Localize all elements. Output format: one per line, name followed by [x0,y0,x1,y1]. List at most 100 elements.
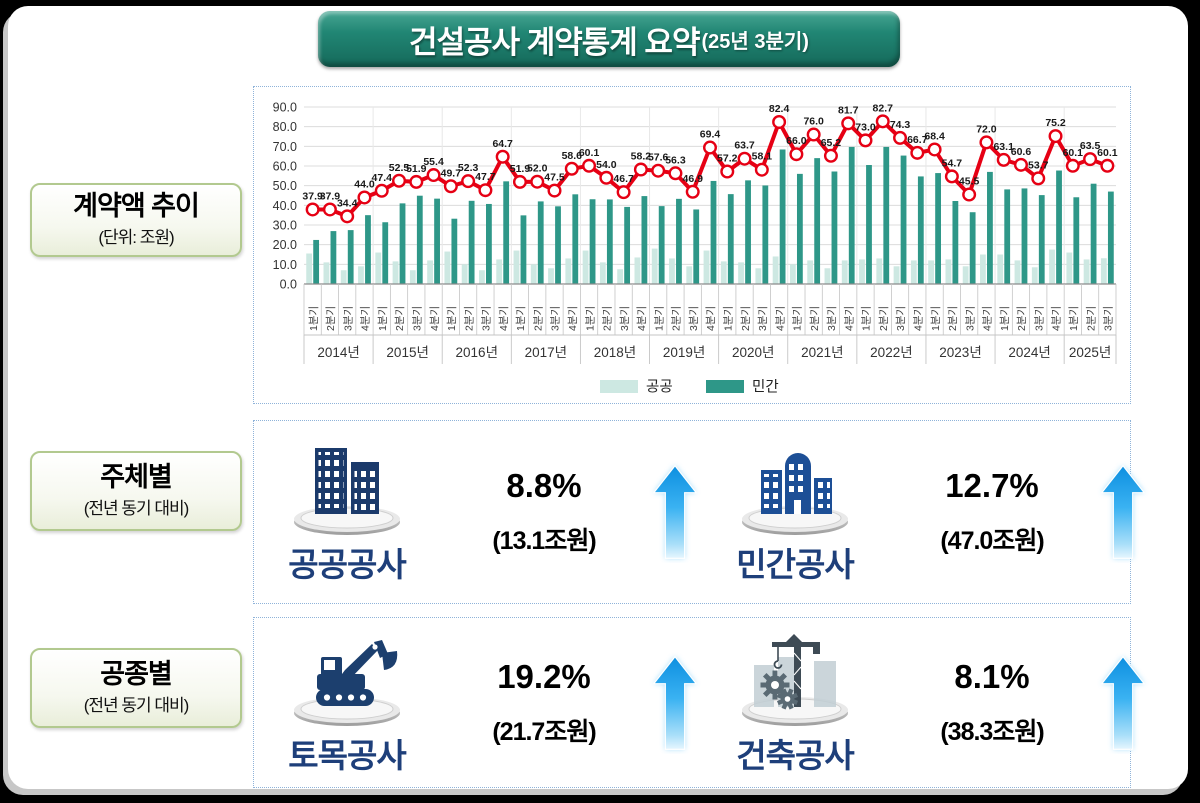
svg-text:4분기: 4분기 [567,306,579,331]
by-subject-panel: 공공공사 8.8% (13.1조원) [253,420,1146,604]
svg-text:1분기: 1분기 [930,306,942,331]
svg-text:58.1: 58.1 [752,151,773,163]
svg-text:1분기: 1분기 [861,306,873,331]
svg-text:4분기: 4분기 [913,306,925,331]
svg-text:2021년: 2021년 [801,345,843,360]
svg-text:2019년: 2019년 [663,345,705,360]
svg-text:4분기: 4분기 [429,306,441,331]
svg-text:20.0: 20.0 [273,238,297,252]
svg-text:3분기: 3분기 [1103,306,1115,331]
svg-text:3분기: 3분기 [895,306,907,331]
svg-text:60.1: 60.1 [579,147,600,159]
svg-text:45.5: 45.5 [959,176,980,188]
svg-text:4분기: 4분기 [705,306,717,331]
svg-text:75.2: 75.2 [1045,117,1066,129]
svg-text:3분기: 3분기 [342,306,354,331]
svg-text:3분기: 3분기 [619,306,631,331]
svg-text:54.0: 54.0 [596,159,617,171]
trend-section-label: 계약액 추이 (단위: 조원) [30,183,242,257]
svg-text:1분기: 1분기 [308,306,320,331]
svg-text:2014년: 2014년 [317,345,359,360]
svg-text:57.6: 57.6 [648,152,669,164]
civil-works-values: 19.2% (21.7조원) [464,658,624,748]
svg-text:58.6: 58.6 [562,150,583,162]
stat-name: 공공공사 [288,546,406,583]
building-works-icon-block: 건축공사 [702,629,888,777]
crane-icon [742,633,848,726]
svg-text:3분기: 3분기 [757,306,769,331]
svg-text:2016년: 2016년 [456,345,498,360]
svg-text:66.7: 66.7 [907,134,928,146]
svg-text:3분기: 3분기 [964,306,976,331]
svg-text:2분기: 2분기 [1016,306,1028,331]
stat-amount: (13.1조원) [492,527,596,555]
stat-percent: 12.7% [945,467,1039,504]
worktype-section-note: (전년 동기 대비) [83,695,190,715]
svg-text:2025년: 2025년 [1069,345,1111,360]
svg-text:3분기: 3분기 [481,306,493,331]
building-works-values: 8.1% (38.3조원) [912,658,1072,748]
svg-text:37.9: 37.9 [320,190,341,202]
svg-text:1분기: 1분기 [792,306,804,331]
svg-text:60.6: 60.6 [1011,146,1032,158]
svg-text:54.7: 54.7 [942,157,963,169]
svg-text:51.9: 51.9 [510,163,531,175]
svg-text:2024년: 2024년 [1008,345,1050,360]
svg-text:1분기: 1분기 [722,306,734,331]
svg-text:3분기: 3분기 [550,306,562,331]
svg-text:60.1: 60.1 [1097,147,1118,159]
public-works-stat: 공공공사 8.8% (13.1조원) [254,438,702,586]
svg-text:4분기: 4분기 [636,306,648,331]
svg-text:66.0: 66.0 [786,135,807,147]
private-buildings-icon [742,453,848,535]
svg-text:1분기: 1분기 [515,306,527,331]
svg-text:73.0: 73.0 [855,121,876,133]
svg-text:63.5: 63.5 [1080,140,1101,152]
svg-text:2분기: 2분기 [325,306,337,331]
svg-text:40.0: 40.0 [273,199,297,213]
worktype-section-title: 공종별 [100,659,173,690]
svg-text:55.4: 55.4 [423,156,444,168]
svg-text:68.4: 68.4 [924,130,945,142]
page-title: 건설공사 계약통계 요약 [409,24,700,60]
worktype-stat-row: 토목공사 19.2% (21.7조원) [254,618,1146,787]
svg-text:2023년: 2023년 [939,345,981,360]
svg-text:10.0: 10.0 [273,258,297,272]
svg-text:56.3: 56.3 [665,154,686,166]
up-arrow-icon [652,655,698,750]
svg-text:60.1: 60.1 [1063,147,1084,159]
svg-text:64.7: 64.7 [492,138,513,150]
svg-text:2분기: 2분기 [1085,306,1097,331]
svg-text:57.2: 57.2 [717,153,738,165]
svg-text:2분기: 2분기 [740,306,752,331]
svg-text:1분기: 1분기 [1068,306,1080,331]
svg-text:69.4: 69.4 [700,129,721,141]
private-works-values: 12.7% (47.0조원) [912,467,1072,557]
svg-text:52.5: 52.5 [389,162,410,174]
trend-section-title: 계약액 추이 [73,191,200,222]
stat-percent: 8.1% [954,657,1030,695]
svg-text:51.9: 51.9 [406,163,427,175]
svg-text:72.0: 72.0 [976,123,997,135]
svg-text:3분기: 3분기 [1033,306,1045,331]
svg-text:30.0: 30.0 [273,219,297,233]
stat-amount: (38.3조원) [940,717,1044,746]
svg-text:49.7: 49.7 [441,167,462,179]
svg-text:3분기: 3분기 [688,306,700,331]
stat-name: 토목공사 [288,736,406,774]
up-arrow-icon [1100,655,1146,750]
svg-text:52.3: 52.3 [458,162,479,174]
svg-text:74.3: 74.3 [890,119,911,131]
svg-text:60.0: 60.0 [273,160,297,174]
svg-text:1분기: 1분기 [653,306,665,331]
svg-text:34.4: 34.4 [337,197,358,209]
svg-text:공공: 공공 [646,380,673,396]
svg-text:46.9: 46.9 [683,173,704,185]
svg-text:4분기: 4분기 [360,306,372,331]
civil-works-icon-block: 토목공사 [254,629,440,777]
svg-text:1분기: 1분기 [446,306,458,331]
svg-text:0.0: 0.0 [280,278,297,292]
svg-text:4분기: 4분기 [774,306,786,331]
svg-text:2분기: 2분기 [463,306,475,331]
svg-text:82.4: 82.4 [769,103,790,115]
